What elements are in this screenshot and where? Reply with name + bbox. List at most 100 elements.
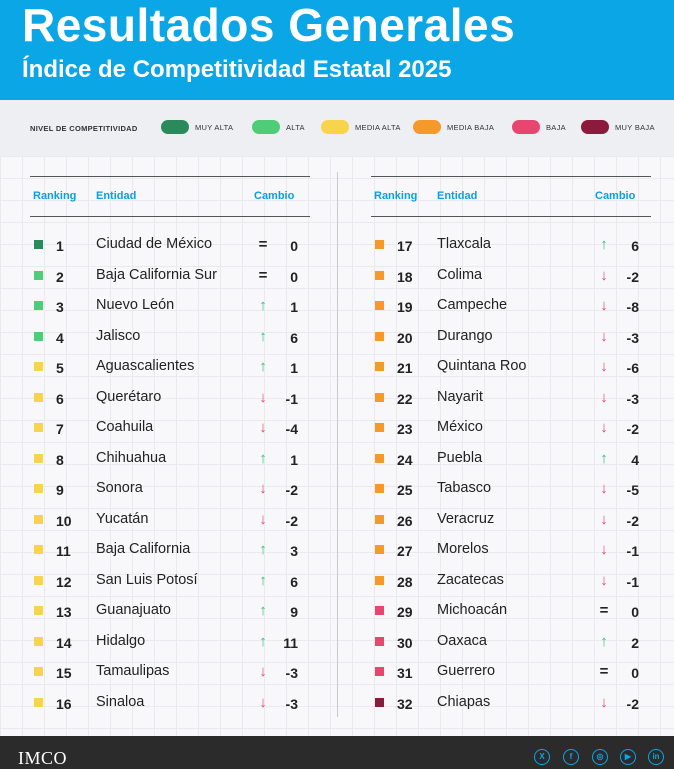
rank-number: 16 xyxy=(56,695,72,712)
legend-label: ALTA xyxy=(286,122,305,132)
facebook-icon[interactable]: f xyxy=(563,749,579,765)
rank-number: 6 xyxy=(56,390,64,407)
rank-number: 31 xyxy=(397,665,413,681)
level-marker xyxy=(34,362,43,371)
table-row: 6 Querétaro ↓ -1 xyxy=(30,383,310,413)
rank-number: 32 xyxy=(397,695,413,712)
table-row: 31 Guerrero = 0 xyxy=(371,657,651,687)
level-marker xyxy=(34,484,43,493)
arrow-down-icon: ↓ xyxy=(600,571,608,589)
arrow-up-icon: ↑ xyxy=(259,449,267,467)
arrow-up-icon: ↑ xyxy=(600,632,608,650)
legend-bar: NIVEL DE COMPETITIVIDAD MUY ALTA ALTA ME… xyxy=(0,100,674,156)
level-marker xyxy=(375,301,384,310)
change-value: 3 xyxy=(290,543,298,559)
rank-number: 15 xyxy=(56,665,72,681)
legend-swatch xyxy=(581,120,609,134)
entity-name: Tamaulipas xyxy=(96,663,170,679)
legend-label: MUY ALTA xyxy=(195,122,234,132)
level-marker xyxy=(34,606,43,615)
rank-number: 3 xyxy=(56,299,64,315)
legend-swatch xyxy=(512,120,540,134)
legend-item-media-alta: MEDIA ALTA xyxy=(321,120,401,134)
table-row: 12 San Luis Potosí ↑ 6 xyxy=(30,566,310,596)
entity-name: Nuevo León xyxy=(96,297,175,313)
entity-name: Quintana Roo xyxy=(437,358,527,374)
rank-number: 11 xyxy=(56,543,71,559)
table-row: 30 Oaxaca ↑ 2 xyxy=(371,627,651,657)
rank-number: 22 xyxy=(397,390,413,407)
arrow-down-icon: ↓ xyxy=(600,419,608,436)
entity-name: Morelos xyxy=(437,541,489,557)
change-value: -2 xyxy=(626,268,639,285)
level-marker xyxy=(375,667,384,676)
table-row: 5 Aguascalientes ↑ 1 xyxy=(30,352,310,382)
imco-logo: IMCO xyxy=(18,748,68,768)
rank-number: 12 xyxy=(56,573,72,590)
x-icon[interactable]: X xyxy=(534,749,550,765)
table-row: 14 Hidalgo ↑ 11 xyxy=(30,627,310,657)
entity-name: Tlaxcala xyxy=(437,236,491,252)
rank-number: 27 xyxy=(397,543,413,559)
rank-number: 28 xyxy=(397,573,413,590)
header-cambio: Cambio xyxy=(254,190,295,202)
entity-name: Ciudad de México xyxy=(96,236,213,252)
entity-name: Baja California Sur xyxy=(96,266,217,283)
change-value: -2 xyxy=(626,512,639,529)
entity-name: Jalisco xyxy=(96,327,141,344)
entity-name: Oaxaca xyxy=(437,632,487,649)
header-entidad: Entidad xyxy=(437,190,478,202)
entity-name: Durango xyxy=(437,327,493,344)
table-row: 20 Durango ↓ -3 xyxy=(371,322,651,352)
arrow-down-icon: ↓ xyxy=(259,663,267,680)
level-marker xyxy=(375,392,384,402)
equals-icon: = xyxy=(599,663,609,680)
level-marker xyxy=(375,423,384,432)
header-ranking: Ranking xyxy=(374,190,418,202)
entity-name: Veracruz xyxy=(437,510,495,527)
equals-icon: = xyxy=(258,266,268,284)
header-banner: Resultados Generales Índice de Competiti… xyxy=(0,0,674,100)
table-row: 4 Jalisco ↑ 6 xyxy=(30,322,310,352)
arrow-up-icon: ↑ xyxy=(259,327,267,345)
entity-name: Campeche xyxy=(437,297,508,313)
arrow-up-icon: ↑ xyxy=(600,449,608,467)
level-marker xyxy=(375,270,384,280)
entity-name: Chiapas xyxy=(437,693,491,710)
legend-label: BAJA xyxy=(546,122,566,132)
table-row: 16 Sinaloa ↓ -3 xyxy=(30,688,310,718)
legend-item-baja: BAJA xyxy=(512,120,566,134)
change-value: -3 xyxy=(626,329,639,346)
linkedin-icon[interactable]: in xyxy=(648,749,664,765)
rank-number: 23 xyxy=(397,421,413,437)
level-marker xyxy=(34,301,43,310)
level-marker xyxy=(34,392,43,402)
entity-name: San Luis Potosí xyxy=(96,571,198,588)
change-value: 0 xyxy=(631,604,639,620)
table-row: 2 Baja California Sur = 0 xyxy=(30,261,310,291)
rank-number: 19 xyxy=(397,299,413,315)
level-marker xyxy=(34,575,43,585)
rank-number: 26 xyxy=(397,512,413,529)
level-marker xyxy=(34,270,43,280)
arrow-down-icon: ↓ xyxy=(600,480,608,497)
instagram-icon[interactable]: ◎ xyxy=(592,749,608,765)
entity-name: Zacatecas xyxy=(437,571,504,588)
rank-number: 13 xyxy=(56,604,72,620)
rank-number: 10 xyxy=(56,512,72,529)
legend-title: NIVEL DE COMPETITIVIDAD xyxy=(30,124,138,133)
header-rule-bottom xyxy=(30,216,310,217)
table-row: 9 Sonora ↓ -2 xyxy=(30,474,310,504)
change-value: -3 xyxy=(285,665,298,681)
rank-number: 17 xyxy=(397,238,413,254)
change-value: -6 xyxy=(626,360,639,376)
table-row: 17 Tlaxcala ↑ 6 xyxy=(371,230,651,260)
arrow-down-icon: ↓ xyxy=(600,388,608,406)
rank-number: 4 xyxy=(56,329,64,346)
level-marker xyxy=(375,697,384,707)
entity-name: Sinaloa xyxy=(96,693,145,710)
legend-swatch xyxy=(161,120,189,134)
equals-icon: = xyxy=(599,602,609,619)
footer: IMCO X f ◎ ▶ in xyxy=(0,736,674,769)
youtube-icon[interactable]: ▶ xyxy=(620,749,636,765)
